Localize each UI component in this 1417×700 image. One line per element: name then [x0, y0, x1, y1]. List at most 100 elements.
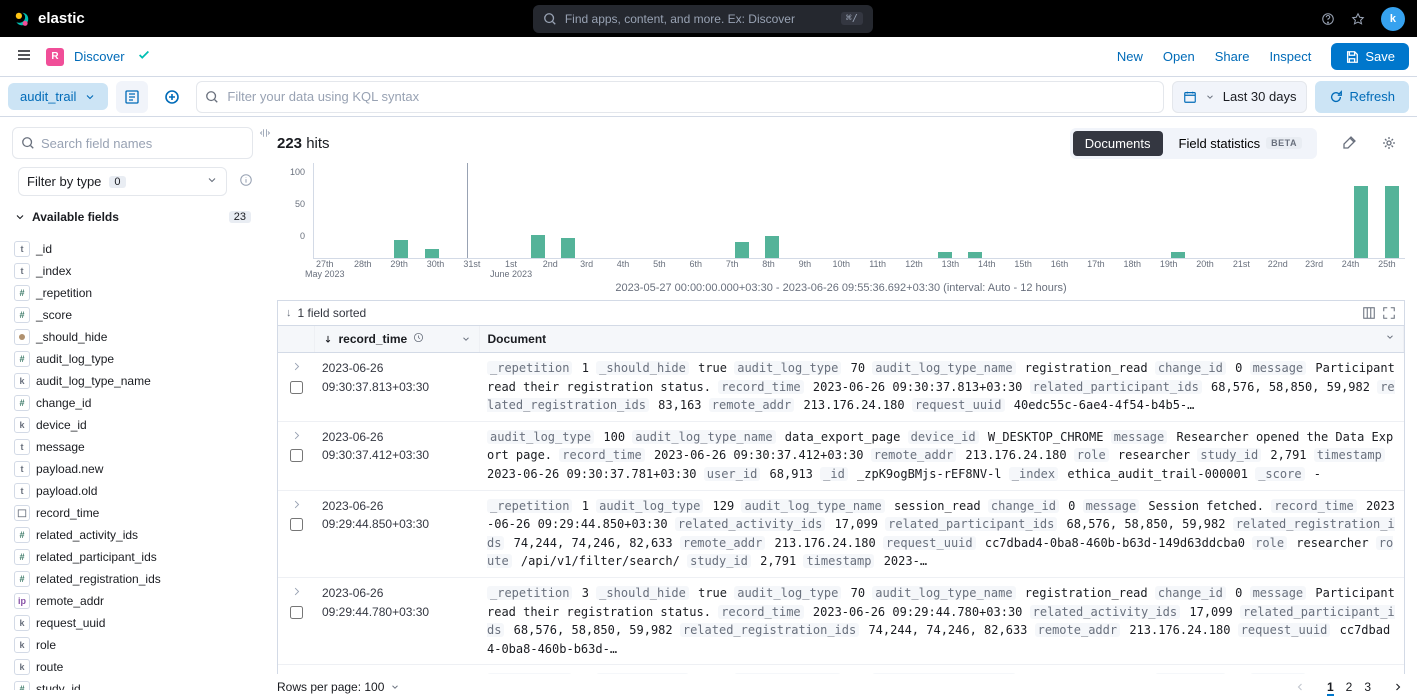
row-expand-icon[interactable]	[278, 665, 314, 674]
filter-by-type[interactable]: Filter by type 0	[18, 167, 227, 196]
field-request_uuid[interactable]: krequest_uuid	[6, 612, 259, 634]
field-_id[interactable]: t_id	[6, 238, 259, 260]
row-expand-icon[interactable]	[278, 353, 314, 422]
pagination: 123	[1293, 680, 1405, 694]
field-related_activity_ids[interactable]: #related_activity_ids	[6, 524, 259, 546]
page-1[interactable]: 1	[1327, 680, 1334, 696]
col-document[interactable]: Document	[488, 332, 547, 346]
elastic-logo[interactable]: elastic	[12, 9, 85, 29]
table-footer: Rows per page: 100 123	[265, 674, 1417, 700]
field-audit_log_type_name[interactable]: kaudit_log_type_name	[6, 370, 259, 392]
col-record-time[interactable]: record_time	[339, 332, 408, 346]
next-page-icon[interactable]	[1391, 680, 1405, 694]
app-name[interactable]: Discover	[74, 49, 125, 64]
chart-cursor	[467, 163, 468, 258]
saved-query-icon[interactable]	[116, 81, 148, 113]
save-button[interactable]: Save	[1331, 43, 1409, 70]
sort-indicator[interactable]: ↓1 field sorted	[278, 301, 1404, 326]
chart-bar[interactable]	[735, 242, 749, 258]
inspect-link[interactable]: Inspect	[1269, 49, 1311, 64]
chevron-down-icon	[1205, 92, 1215, 102]
chart-bar[interactable]	[1354, 186, 1368, 258]
page-2[interactable]: 2	[1346, 680, 1353, 694]
field-route[interactable]: kroute	[6, 656, 259, 678]
chart-bar[interactable]	[394, 240, 408, 258]
tab-field-statistics[interactable]: Field statistics BETA	[1167, 131, 1314, 156]
field-remote_addr[interactable]: ipremote_addr	[6, 590, 259, 612]
chart-bar[interactable]	[1385, 186, 1399, 258]
subnav-actions: New Open Share Inspect Save	[1117, 43, 1409, 70]
available-fields-header[interactable]: Available fields 23	[6, 204, 259, 230]
field-type-icon: t	[14, 439, 30, 455]
hit-count: 223 hits	[277, 135, 330, 152]
kql-input[interactable]: Filter your data using KQL syntax	[196, 81, 1163, 113]
table-row[interactable]: 2023-06-2609:29:44.850+03:30_repetition …	[278, 490, 1404, 577]
field-_repetition[interactable]: #_repetition	[6, 282, 259, 304]
open-link[interactable]: Open	[1163, 49, 1195, 64]
chart-bar[interactable]	[968, 252, 982, 258]
share-link[interactable]: Share	[1215, 49, 1250, 64]
chevron-down-icon	[390, 682, 400, 692]
field-_score[interactable]: #_score	[6, 304, 259, 326]
time-picker[interactable]: Last 30 days	[1172, 81, 1308, 113]
chart-bar[interactable]	[531, 235, 545, 258]
table-row[interactable]: 2023-06-2609:30:37.813+03:30_repetition …	[278, 353, 1404, 422]
chart-bar[interactable]	[561, 238, 575, 258]
info-icon[interactable]	[239, 173, 253, 190]
row-expand-icon[interactable]	[278, 490, 314, 577]
chart-bar[interactable]	[425, 249, 439, 258]
global-search[interactable]: Find apps, content, and more. Ex: Discov…	[533, 5, 873, 33]
search-icon	[21, 136, 35, 150]
edit-visualization-icon[interactable]	[1333, 127, 1365, 159]
page-3[interactable]: 3	[1364, 680, 1371, 694]
field-record_time[interactable]: record_time	[6, 502, 259, 524]
help-icon[interactable]	[1321, 12, 1335, 26]
field-role[interactable]: krole	[6, 634, 259, 656]
field-related_registration_ids[interactable]: #related_registration_ids	[6, 568, 259, 590]
field-type-icon: t	[14, 263, 30, 279]
field-_should_hide[interactable]: _should_hide	[6, 326, 259, 348]
field-related_participant_ids[interactable]: #related_participant_ids	[6, 546, 259, 568]
dataview-selector[interactable]: audit_trail	[8, 83, 108, 110]
calendar-icon	[1183, 90, 1197, 104]
field-audit_log_type[interactable]: #audit_log_type	[6, 348, 259, 370]
header-left: elastic	[12, 9, 85, 29]
chart-bar[interactable]	[938, 252, 952, 258]
fullscreen-icon[interactable]	[1382, 306, 1396, 320]
columns-icon[interactable]	[1362, 306, 1376, 320]
rows-per-page[interactable]: Rows per page: 100	[277, 680, 400, 694]
tab-documents[interactable]: Documents	[1073, 131, 1163, 156]
field-study_id[interactable]: #study_id	[6, 678, 259, 690]
refresh-button[interactable]: Refresh	[1315, 81, 1409, 113]
chart-bar[interactable]	[765, 236, 779, 258]
row-expand-icon[interactable]	[278, 577, 314, 664]
chart-options-icon[interactable]	[1373, 127, 1405, 159]
field-message[interactable]: tmessage	[6, 436, 259, 458]
chart-bar[interactable]	[1171, 252, 1185, 258]
field-device_id[interactable]: kdevice_id	[6, 414, 259, 436]
prev-page-icon[interactable]	[1293, 680, 1307, 694]
row-expand-icon[interactable]	[278, 421, 314, 490]
field-_index[interactable]: t_index	[6, 260, 259, 282]
space-badge[interactable]: R	[46, 48, 64, 66]
table-row[interactable]: 2023-06-2609:29:44.780+03:30_repetition …	[278, 577, 1404, 664]
chevron-down-icon	[206, 174, 218, 189]
field-payload.old[interactable]: tpayload.old	[6, 480, 259, 502]
field-change_id[interactable]: #change_id	[6, 392, 259, 414]
add-filter-icon[interactable]	[156, 81, 188, 113]
chart-area[interactable]	[313, 163, 1405, 259]
field-type-icon: k	[14, 615, 30, 631]
field-type-icon: #	[14, 681, 30, 690]
newsfeed-icon[interactable]	[1351, 12, 1365, 26]
table-row[interactable]: 2023-06-2609:29:44.351+03:30_repetition …	[278, 665, 1404, 674]
user-avatar[interactable]: k	[1381, 7, 1405, 31]
menu-icon[interactable]	[8, 39, 40, 74]
field-search-input[interactable]: Search field names	[12, 127, 253, 159]
table-row[interactable]: 2023-06-2609:30:37.412+03:30audit_log_ty…	[278, 421, 1404, 490]
search-icon	[205, 90, 219, 104]
field-type-icon: ip	[14, 593, 30, 609]
header-actions: k	[1321, 7, 1405, 31]
field-payload.new[interactable]: tpayload.new	[6, 458, 259, 480]
sidebar-resize-icon[interactable]	[259, 127, 271, 142]
new-link[interactable]: New	[1117, 49, 1143, 64]
